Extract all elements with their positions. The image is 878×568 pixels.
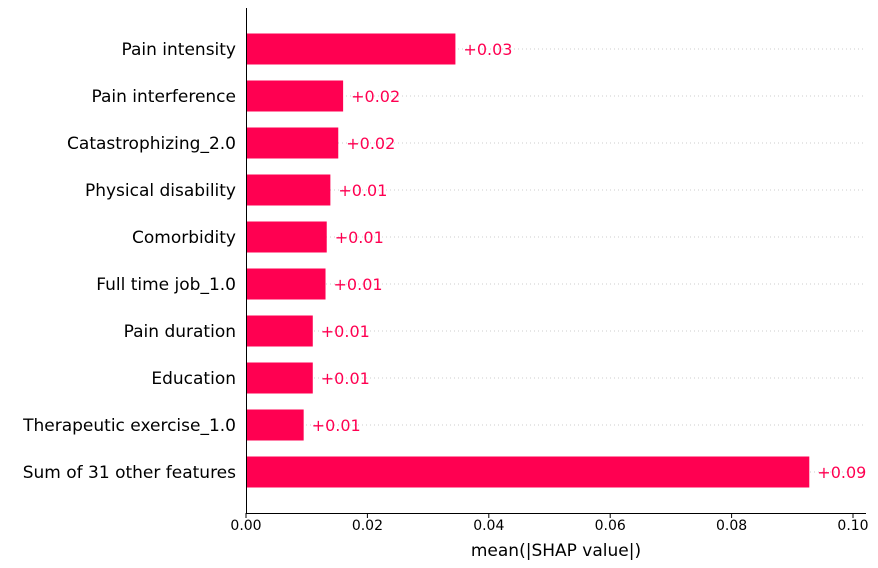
x-tick-label: 0.00 [230,518,261,534]
x-tick-label: 0.02 [352,518,383,534]
bar [246,174,331,206]
bar [246,80,344,112]
bar [246,315,313,347]
category-label: Pain intensity [121,40,236,60]
category-label: Sum of 31 other features [23,463,236,483]
category-label: Therapeutic exercise_1.0 [22,416,236,436]
x-tick-label: 0.08 [716,518,747,534]
value-labels: +0.03 +0.02 +0.02 +0.01 +0.01 +0.01 +0.01 +0.01… [312,40,867,482]
bar [246,409,304,441]
x-tick-label: 0.06 [595,518,626,534]
value-label: +0.01 [321,369,370,388]
x-axis-label: mean(|SHAP value|) [471,541,641,561]
category-label: Education [151,369,236,389]
value-label: +0.01 [321,322,370,341]
category-label: Pain duration [124,322,236,342]
category-label: Full time job_1.0 [96,275,236,295]
value-label: +0.09 [817,463,866,482]
bar [246,127,339,159]
category-label: Catastrophizing_2.0 [67,134,236,154]
value-label: +0.03 [463,40,512,59]
bar [246,221,327,253]
value-label: +0.02 [346,134,395,153]
grid-lines [246,48,866,473]
category-label: Physical disability [85,181,236,201]
value-label: +0.02 [351,87,400,106]
x-tick-label: 0.10 [837,518,868,534]
category-label: Pain interference [91,87,236,107]
bar [246,268,326,300]
value-label: +0.01 [312,416,361,435]
bar [246,33,456,65]
x-tick-label: 0.04 [473,518,504,534]
x-axis-ticks: 0.00 0.02 0.04 0.06 0.08 0.10 [230,513,869,534]
value-label: +0.01 [335,228,384,247]
value-label: +0.01 [338,181,387,200]
category-label: Comorbidity [132,228,236,248]
bar [246,456,810,488]
bar [246,362,313,394]
value-label: +0.01 [334,275,383,294]
bars [246,33,810,488]
category-labels: Pain intensity Pain interference Catastrop… [22,40,236,483]
